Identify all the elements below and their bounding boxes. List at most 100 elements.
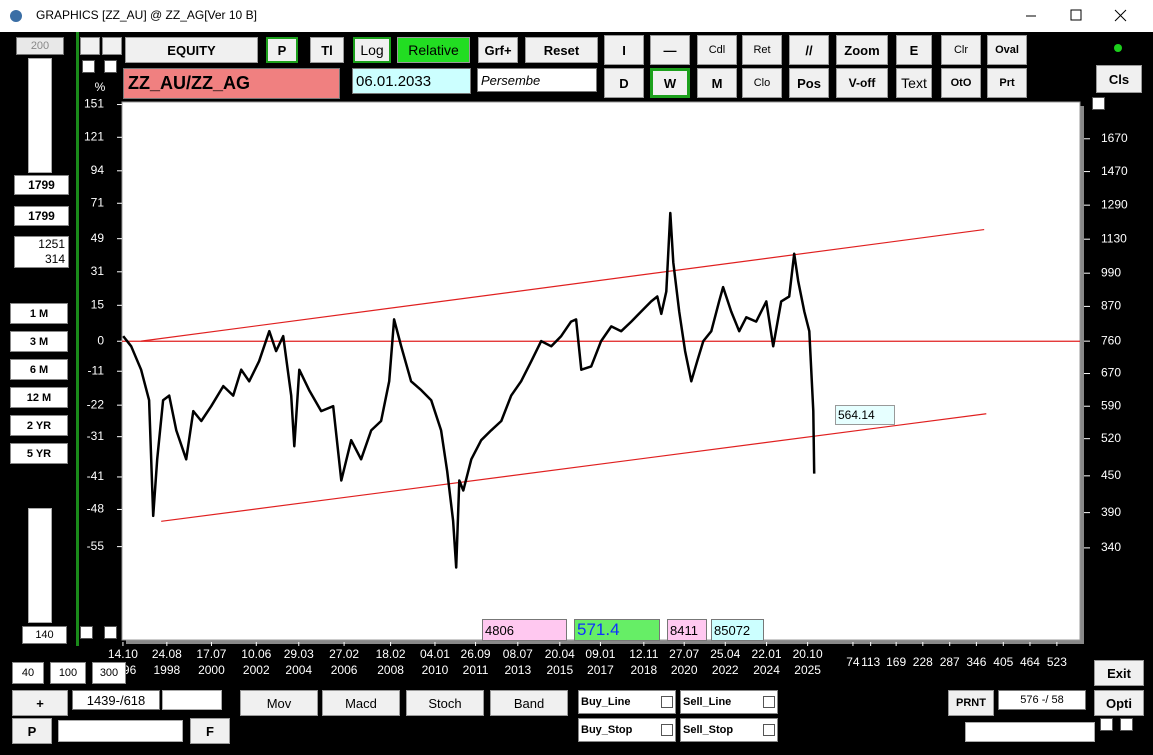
x-tick-label: 29.03 2004 <box>283 647 314 677</box>
toolbar-button[interactable]: V-off <box>836 68 888 98</box>
period-button[interactable]: 12 M <box>10 387 68 408</box>
toolbar-button[interactable]: Clr <box>941 35 981 65</box>
signal-option[interactable]: Buy_Stop <box>578 718 676 742</box>
signal-option[interactable]: Sell_Stop <box>680 718 778 742</box>
toolbar-button[interactable]: Text <box>896 68 932 98</box>
zoom-field[interactable]: 200 <box>16 37 64 55</box>
y-tick-label: -11 <box>88 363 105 377</box>
checkbox[interactable] <box>661 696 673 708</box>
checkbox[interactable] <box>763 724 775 736</box>
date-field[interactable]: 06.01.2033 <box>352 68 471 94</box>
toolbar-button[interactable]: Tl <box>310 37 344 63</box>
checkbox[interactable] <box>104 60 117 73</box>
exit-button[interactable]: Exit <box>1094 660 1144 686</box>
y2-tick-label: 450 <box>1101 468 1121 482</box>
y2-tick-label: 670 <box>1101 366 1121 380</box>
toolbar-button[interactable]: Clo <box>742 68 782 98</box>
checkbox[interactable] <box>763 696 775 708</box>
x-tick-label: 20.04 2015 <box>544 647 575 677</box>
count-field[interactable]: 140 <box>22 626 67 644</box>
toolbar-button[interactable]: Prt <box>987 68 1027 98</box>
toolbar-button[interactable]: Relative <box>397 37 470 63</box>
p-button[interactable]: P <box>12 718 52 744</box>
y-tick-label: -55 <box>87 539 105 553</box>
toolbar-button[interactable]: // <box>789 35 829 65</box>
info-box: 571.4 <box>574 619 660 641</box>
toolbar-button[interactable]: Cdl <box>697 35 737 65</box>
x-tick-label: 523 <box>1046 655 1067 669</box>
period-button[interactable]: 3 M <box>10 331 68 352</box>
indicator-button[interactable]: Stoch <box>406 690 484 716</box>
toolbar-button[interactable]: OtO <box>941 68 981 98</box>
indicator-button[interactable]: Macd <box>322 690 400 716</box>
y2-tick-label: 1470 <box>1101 164 1128 178</box>
toolbar-button[interactable]: E <box>896 35 932 65</box>
info-box: 85072 <box>711 619 764 641</box>
checkbox[interactable] <box>80 626 93 639</box>
maximize[interactable] <box>1070 9 1082 21</box>
toolbar-button[interactable]: D <box>604 68 644 98</box>
checkbox[interactable] <box>1100 718 1113 731</box>
day-field[interactable]: Persembe <box>477 68 597 92</box>
symbol-field: ZZ_AU/ZZ_AG <box>123 68 340 99</box>
y-tick-label: 121 <box>84 129 104 143</box>
signal-option[interactable]: Buy_Line <box>578 690 676 714</box>
toolbar-button[interactable]: M <box>697 68 737 98</box>
price-annotation: 564.14 <box>835 405 895 425</box>
scrollbar[interactable] <box>28 58 52 173</box>
y2-tick-label: 590 <box>1101 398 1121 412</box>
scrollbar[interactable] <box>162 690 222 710</box>
toolbar-button[interactable]: EQUITY <box>125 37 258 63</box>
signal-option[interactable]: Sell_Line <box>680 690 778 714</box>
x-tick-label: 20.10 2025 <box>792 647 823 677</box>
toolbar-button[interactable]: Reset <box>525 37 598 63</box>
y-tick-label: 151 <box>84 97 104 111</box>
checkbox[interactable] <box>1092 97 1105 110</box>
trend-line <box>141 228 985 342</box>
y-tick-label: 49 <box>91 231 105 245</box>
toolbar-button[interactable]: Cls <box>1096 65 1142 93</box>
y-tick-label: -48 <box>87 502 105 516</box>
toolbar-button[interactable]: I <box>604 35 644 65</box>
zoom-button[interactable]: 300 <box>92 662 126 684</box>
position-field: 1439-/618 <box>72 690 160 710</box>
checkbox[interactable] <box>661 724 673 736</box>
close[interactable] <box>1114 9 1127 22</box>
info-box: 4806 <box>482 619 567 641</box>
toolbar-button[interactable]: Grf+ <box>478 37 518 63</box>
print-button[interactable]: PRNT <box>948 690 994 716</box>
arrow-button[interactable] <box>102 37 122 55</box>
period-button[interactable]: 1 M <box>10 303 68 324</box>
scrollbar[interactable] <box>58 720 183 742</box>
plus-button[interactable]: + <box>12 690 68 716</box>
toolbar-button[interactable]: Ret <box>742 35 782 65</box>
toolbar-button[interactable]: — <box>650 35 690 65</box>
scrollbar[interactable] <box>965 722 1095 742</box>
options-button[interactable]: Opti <box>1094 690 1144 716</box>
zoom-button[interactable]: 40 <box>12 662 44 684</box>
toolbar-button[interactable]: W <box>650 68 690 98</box>
checkbox[interactable] <box>82 60 95 73</box>
scrollbar[interactable] <box>28 508 52 623</box>
y2-tick-label: 1290 <box>1101 197 1128 211</box>
f-button[interactable]: F <box>190 718 230 744</box>
checkbox[interactable] <box>104 626 117 639</box>
y2-tick-label: 990 <box>1101 265 1121 279</box>
indicator-button[interactable]: Band <box>490 690 568 716</box>
cursor-field: 576 -/ 58 <box>998 690 1086 710</box>
period-button[interactable]: 6 M <box>10 359 68 380</box>
y-tick-label: 15 <box>91 297 105 311</box>
period-button[interactable]: 5 YR <box>10 443 68 464</box>
period-button[interactable]: 2 YR <box>10 415 68 436</box>
toolbar-button[interactable]: P <box>266 37 298 63</box>
toolbar-button[interactable]: Log <box>353 37 391 63</box>
arrow-button[interactable] <box>80 37 100 55</box>
x-tick-label: 26.09 2011 <box>460 647 491 677</box>
toolbar-button[interactable]: Zoom <box>836 35 888 65</box>
toolbar-button[interactable]: Pos <box>789 68 829 98</box>
zoom-button[interactable]: 100 <box>50 662 86 684</box>
toolbar-button[interactable]: Oval <box>987 35 1027 65</box>
indicator-button[interactable]: Mov <box>240 690 318 716</box>
checkbox[interactable] <box>1120 718 1133 731</box>
